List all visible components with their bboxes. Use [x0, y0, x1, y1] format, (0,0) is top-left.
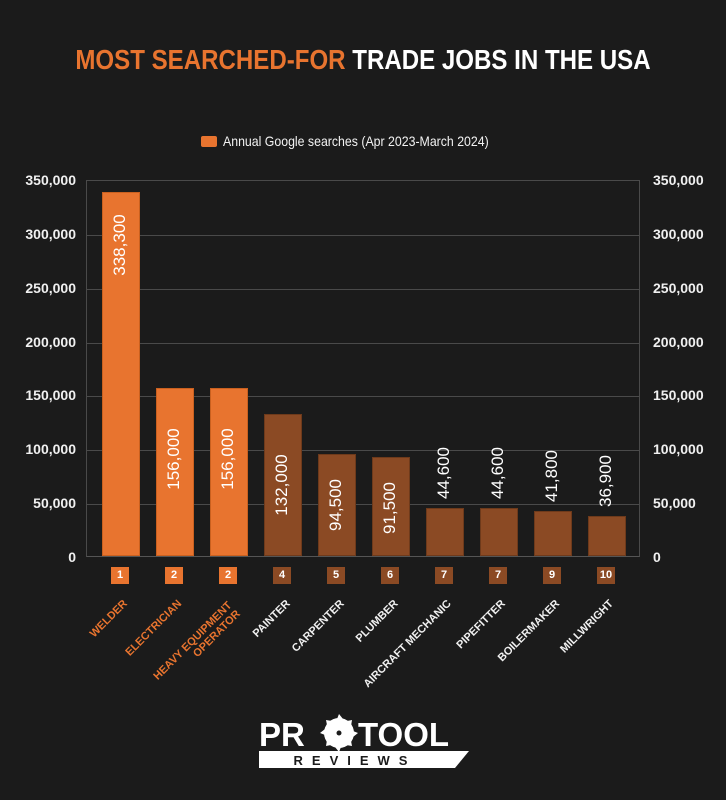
- bar: [156, 387, 194, 556]
- bar-value-label: 44,600: [434, 446, 453, 499]
- category-label: PIPEFITTER: [454, 597, 509, 652]
- rank-badge: 2: [219, 567, 237, 584]
- category-label: AIRCRAFT MECHANIC: [361, 597, 455, 691]
- gridline: [87, 342, 639, 344]
- bar-value-label: 156,000: [164, 428, 183, 490]
- legend-label: Annual Google searches (Apr 2023-March 2…: [223, 133, 489, 149]
- bar: [264, 413, 302, 556]
- bar-value-label: 338,300: [110, 213, 129, 276]
- category-label: WELDER: [88, 597, 131, 640]
- y-axis-tick-right: 350,000: [653, 172, 704, 188]
- legend-swatch: [201, 135, 218, 147]
- logo-reviews: REVIEWS: [294, 753, 417, 768]
- y-axis-tick-left: 50,000: [33, 495, 76, 512]
- saw-blade-icon: [320, 714, 358, 752]
- bar-value-label: 156,000: [218, 428, 237, 490]
- chart-title: MOST SEARCHED-FOR TRADE JOBS IN THE USA: [51, 44, 675, 76]
- category-label: CARPENTER: [289, 597, 347, 655]
- y-axis-tick-right: 300,000: [653, 225, 704, 242]
- y-axis-tick-right: 0: [653, 549, 661, 565]
- bar-value-label: 94,500: [326, 479, 345, 532]
- bar-value-label: 41,800: [542, 449, 561, 502]
- bar-value-label: 91,500: [380, 482, 399, 535]
- legend: Annual Google searches (Apr 2023-March 2…: [0, 133, 726, 149]
- y-axis-tick-left: 150,000: [25, 387, 76, 404]
- bar: [534, 510, 572, 556]
- y-axis-tick-right: 150,000: [653, 387, 704, 404]
- bar-value-label: 132,000: [272, 454, 291, 516]
- rank-badge: 9: [543, 567, 561, 584]
- rank-badge: 5: [327, 567, 345, 584]
- rank-badge: 10: [597, 567, 615, 584]
- y-axis-tick-left: 200,000: [25, 333, 76, 350]
- bar: [210, 387, 248, 556]
- logo-pr: PR: [259, 716, 305, 753]
- bar: [372, 457, 410, 556]
- rank-badge: 1: [111, 567, 129, 584]
- category-label: PAINTER: [250, 597, 293, 640]
- gridline: [87, 504, 639, 506]
- y-axis-tick-left: 0: [68, 549, 76, 565]
- bar: [588, 516, 626, 556]
- bar-value-label: 36,900: [596, 455, 615, 508]
- logo-tool: TOOL: [358, 716, 449, 753]
- bar-value-label: 44,600: [488, 446, 507, 499]
- y-axis-tick-left: 100,000: [25, 441, 76, 458]
- gridline: [87, 288, 639, 290]
- category-label: MILLWRIGHT: [558, 597, 617, 656]
- rank-badge: 6: [381, 567, 399, 584]
- pro-tool-reviews-logo: PR TOOL REVIEWS: [259, 714, 469, 768]
- category-label: PLUMBER: [353, 597, 401, 645]
- bar: [426, 507, 464, 556]
- title-highlight: MOST SEARCHED-FOR: [75, 44, 346, 75]
- y-axis-tick-right: 200,000: [653, 333, 704, 350]
- bar: [318, 454, 356, 556]
- y-axis-tick-left: 300,000: [25, 225, 76, 242]
- y-axis-tick-right: 100,000: [653, 441, 704, 458]
- rank-badge: 7: [435, 567, 453, 584]
- rank-badge: 4: [273, 567, 291, 584]
- y-axis-tick-right: 50,000: [653, 495, 696, 512]
- rank-badge: 2: [165, 567, 183, 584]
- gridline: [87, 234, 639, 236]
- rank-badge: 7: [489, 567, 507, 584]
- y-axis-tick-left: 250,000: [25, 279, 76, 296]
- plot-area: [86, 180, 640, 557]
- gridline: [87, 450, 639, 452]
- bar: [102, 191, 140, 556]
- y-axis-tick-right: 250,000: [653, 279, 704, 296]
- y-axis-tick-left: 350,000: [25, 172, 76, 188]
- bar: [480, 507, 518, 556]
- title-rest: TRADE JOBS IN THE USA: [352, 44, 651, 75]
- gridline: [87, 396, 639, 398]
